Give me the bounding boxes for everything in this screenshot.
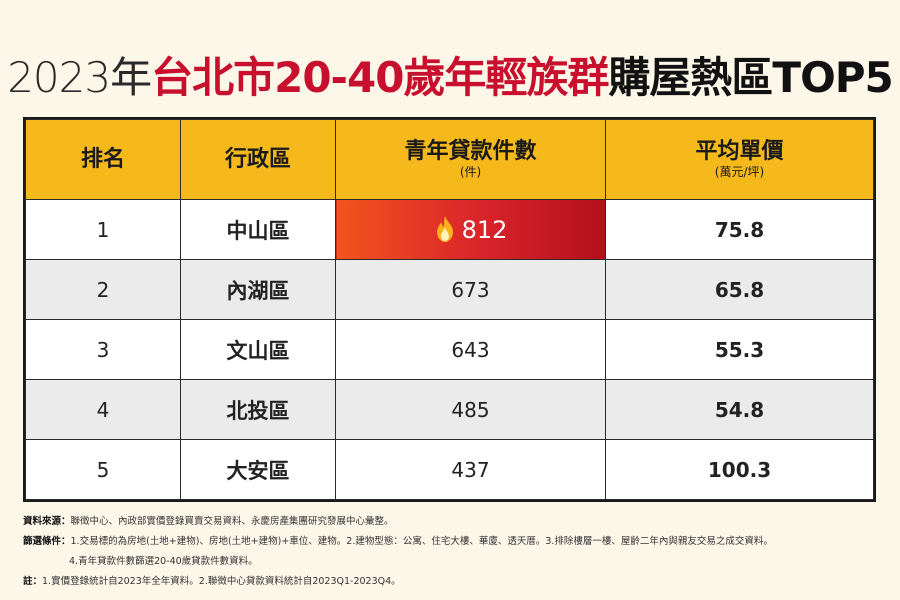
price-cell: 75.8	[605, 199, 874, 260]
rank-cell: 4	[25, 379, 181, 440]
table-row: 5 大安區 437 100.3	[25, 439, 874, 500]
header-price-unit: (萬元/坪)	[714, 165, 765, 180]
remark-label: 註：	[23, 576, 43, 587]
count-cell: 673	[335, 259, 606, 320]
price-cell: 54.8	[605, 379, 874, 440]
flame-icon	[436, 216, 453, 242]
district-cell: 文山區	[180, 319, 336, 380]
header-count: 青年貸款件數 (件)	[335, 119, 606, 200]
rank-cell: 3	[25, 319, 181, 380]
price-cell: 55.3	[605, 319, 874, 380]
header-count-label: 青年貸款件數	[404, 138, 537, 164]
price-cell: 100.3	[605, 439, 874, 500]
district-cell: 內湖區	[180, 259, 336, 320]
header-district: 行政區	[180, 119, 336, 200]
rank-cell: 2	[25, 259, 181, 320]
rank-cell: 5	[25, 439, 181, 500]
table-row: 2 內湖區 673 65.8	[25, 259, 874, 320]
count-cell-highlight: 812	[335, 199, 606, 260]
source-label: 資料來源：	[23, 516, 71, 527]
header-price-label: 平均單價	[695, 138, 784, 164]
page-title: 2023年台北市20-40歲年輕族群購屋熱區TOP5	[0, 50, 900, 106]
source-note: 資料來源：聯徵中心、內政部實價登錄買賣交易資料、永慶房產集團研究發展中心彙整。	[23, 512, 880, 532]
district-cell: 中山區	[180, 199, 336, 260]
ranking-table: 排名 行政區 青年貸款件數 (件) 平均單價 (萬元/坪) 1 中山區	[23, 117, 876, 502]
title-year: 2023年	[7, 53, 152, 102]
count-cell: 643	[335, 319, 606, 380]
table-row: 4 北投區 485 54.8	[25, 379, 874, 440]
count-cell: 485	[335, 379, 606, 440]
title-suffix: 購屋熱區TOP5	[608, 53, 893, 102]
filter-note-2: 4.青年貸款件數篩選20-40歲貸款件數資料。	[69, 556, 258, 567]
header-price: 平均單價 (萬元/坪)	[605, 119, 874, 200]
remark-text: 1.實價登錄統計自2023年全年資料。2.聯徵中心貸款資料統計自2023Q1-2…	[42, 576, 401, 587]
table-row: 3 文山區 643 55.3	[25, 319, 874, 380]
filter-note: 篩選條件：1.交易標的為房地(土地+建物)、房地(土地+建物)+車位、建物。2.…	[23, 532, 880, 552]
table-row: 1 中山區 812 75.8	[25, 199, 874, 260]
header-rank: 排名	[25, 119, 181, 200]
filter-text: 1.交易標的為房地(土地+建物)、房地(土地+建物)+車位、建物。2.建物型態：…	[70, 536, 773, 547]
district-cell: 大安區	[180, 439, 336, 500]
header-count-unit: (件)	[459, 165, 482, 180]
price-cell: 65.8	[605, 259, 874, 320]
title-highlight: 台北市20-40歲年輕族群	[151, 53, 609, 102]
remark-note: 註：1.實價登錄統計自2023年全年資料。2.聯徵中心貸款資料統計自2023Q1…	[23, 572, 880, 592]
source-text: 聯徵中心、內政部實價登錄買賣交易資料、永慶房產集團研究發展中心彙整。	[70, 516, 394, 527]
district-cell: 北投區	[180, 379, 336, 440]
count-cell: 437	[335, 439, 606, 500]
table-header-row: 排名 行政區 青年貸款件數 (件) 平均單價 (萬元/坪)	[25, 119, 874, 200]
footnotes: 資料來源：聯徵中心、內政部實價登錄買賣交易資料、永慶房產集團研究發展中心彙整。 …	[23, 512, 880, 592]
rank-cell: 1	[25, 199, 181, 260]
count-value: 812	[461, 216, 508, 244]
filter-label: 篩選條件：	[23, 536, 71, 547]
